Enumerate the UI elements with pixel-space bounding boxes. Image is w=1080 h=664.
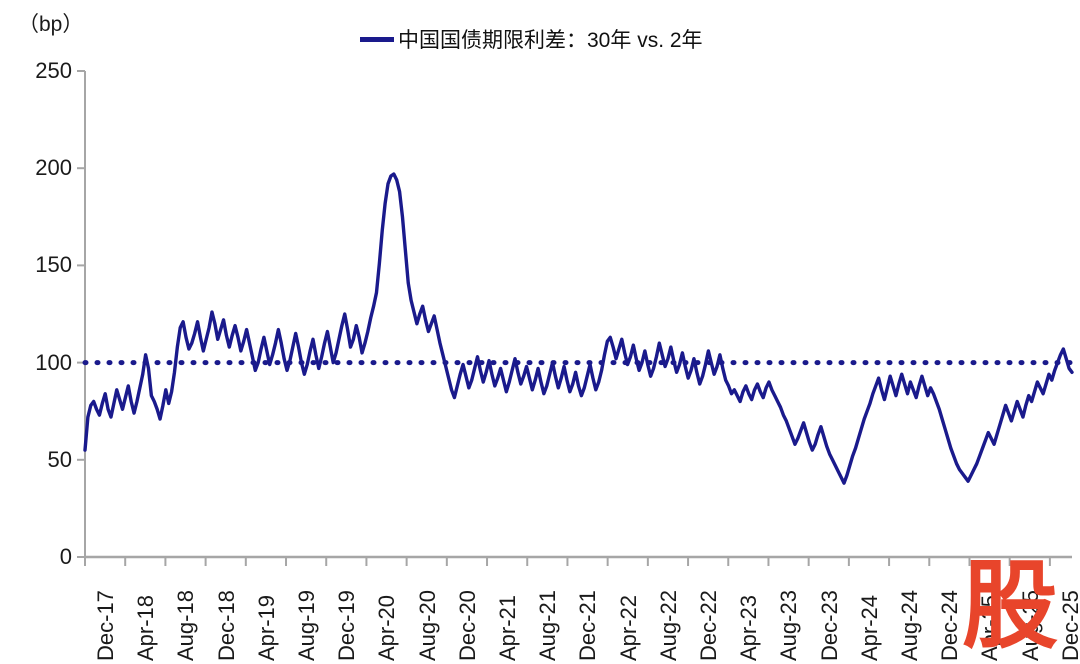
y-tick-label: 150 [35,252,72,278]
x-tick-label: Aug-25 [1017,590,1043,661]
x-tick-label: Apr-22 [615,594,641,661]
x-tick-label: Aug-21 [535,590,561,661]
x-tick-label: Aug-23 [776,590,802,661]
y-axis-tick-labels: 0 50 100 150 200 250 [0,0,72,664]
x-tick-label: Apr-25 [977,594,1003,661]
y-tick-label: 0 [59,544,72,569]
x-tick-label: Aug-22 [655,590,681,661]
x-tick-label: Apr-21 [495,594,521,661]
x-tick-label: Dec-18 [213,590,239,661]
y-tick-label: 50 [47,446,72,472]
y-axis-unit-label: （bp） [18,13,84,36]
y-tick-label: 250 [35,58,72,83]
legend-label: 中国国债期限利差：30年 vs. 2年 [398,29,703,52]
x-tick-label: Dec-17 [93,590,118,661]
x-tick-label: Aug-24 [897,590,923,661]
x-tick-label: Dec-23 [816,590,842,661]
x-tick-label: Aug-19 [294,590,320,661]
x-tick-label: Apr-20 [374,594,400,661]
legend-color-swatch [360,36,394,42]
series-polyline [83,172,1074,485]
x-tick-label: Apr-18 [133,594,159,661]
y-tick-label: 200 [35,155,72,181]
x-tick-label: Dec-25 [1057,590,1080,661]
x-tick-label: Dec-19 [334,590,360,661]
x-tick-label: Dec-20 [454,590,480,661]
x-tick-label: Dec-21 [575,590,601,661]
x-tick-label: Dec-24 [937,590,963,661]
y-tick-label: 100 [35,349,72,375]
axis-lines [77,70,1072,566]
x-tick-label: Apr-23 [736,594,762,661]
series-line [83,172,1074,485]
chart-legend: 中国国债期限利差：30年 vs. 2年 [360,24,703,54]
x-tick-label: Apr-19 [253,594,279,661]
x-tick-label: Aug-18 [173,590,199,661]
x-tick-label: Dec-22 [696,590,722,661]
x-tick-label: Apr-24 [856,594,882,661]
x-tick-label: Aug-20 [414,590,440,661]
